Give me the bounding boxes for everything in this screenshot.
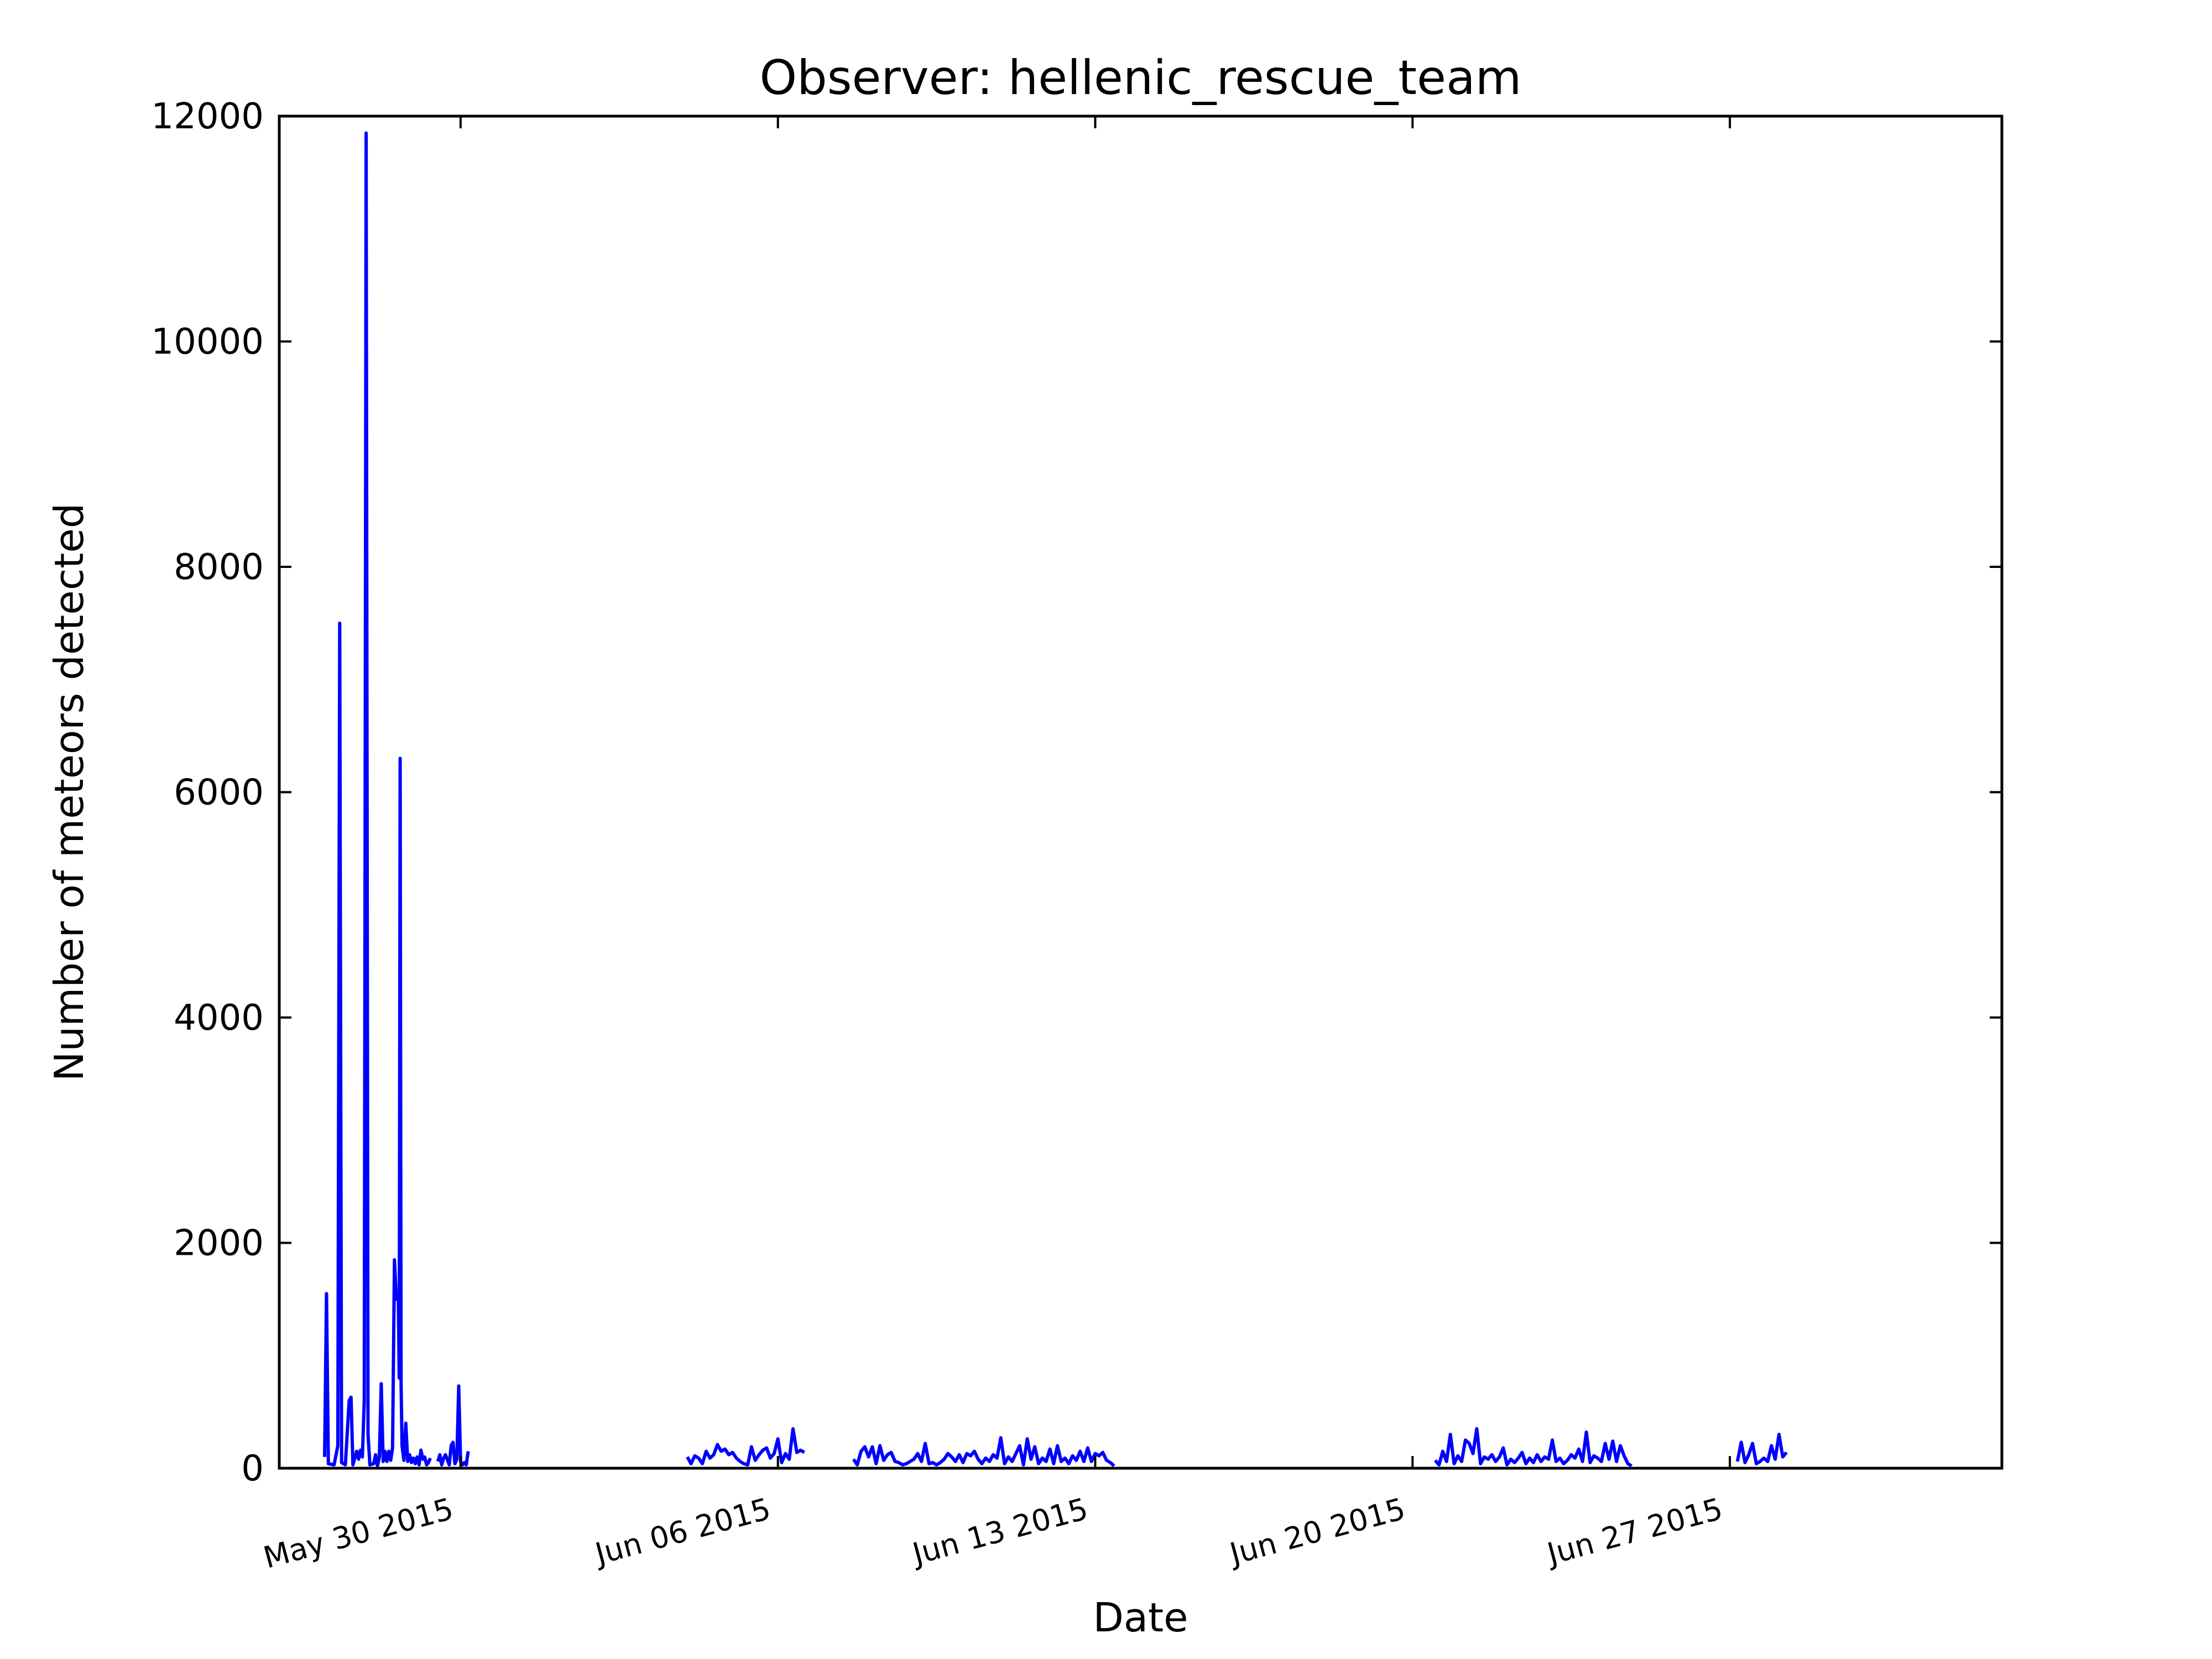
series-line-segment-2 [436, 1384, 470, 1467]
y-tick-label: 0 [241, 1448, 264, 1489]
chart-title: Observer: hellenic_rescue_team [759, 50, 1521, 106]
y-axis-label: Number of meteors detected [46, 503, 92, 1082]
series-line-segment-6 [1735, 1432, 1788, 1465]
series-line-segment-3 [686, 1427, 806, 1467]
plot-area-frame [278, 114, 2004, 1470]
series-line-segment-4 [852, 1436, 1115, 1468]
x-axis-label: Date [1093, 1594, 1188, 1641]
y-tick-label: 10000 [151, 322, 264, 363]
series-line-segment-5 [1434, 1427, 1633, 1468]
y-axis-ticks: 0 2000 4000 6000 8000 10000 12000 [151, 96, 2002, 1489]
y-tick-label: 6000 [174, 773, 264, 813]
y-tick-label: 2000 [174, 1223, 264, 1264]
y-tick-label: 12000 [151, 96, 264, 137]
data-series-group [323, 131, 1788, 1468]
series-line-segment-1 [323, 131, 432, 1468]
y-tick-label: 4000 [174, 998, 264, 1039]
y-tick-label: 8000 [174, 547, 264, 588]
